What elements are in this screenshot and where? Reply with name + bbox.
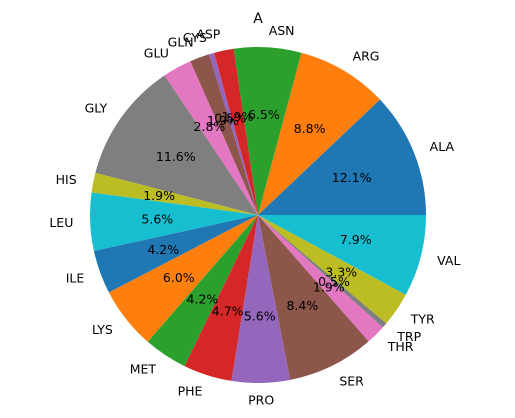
pie-labels: ALA 12.1% ARG 8.8% ASN 6.5% ASP 1.9% CYS 0.5% GLN 1… [49,23,460,407]
chart-title: A [253,11,263,27]
slice-label-arg: ARG [353,49,380,64]
pie-slice-his [91,172,258,215]
slice-percent-tyr: 3.3% [325,264,357,279]
slice-percent-gly: 11.6% [156,149,196,164]
pie-slice-glu [164,61,258,216]
pie-slice-ala [258,99,426,215]
pie-slice-ile [93,215,258,293]
slice-percent-arg: 8.8% [294,121,326,136]
pie-slice-thr [258,215,383,342]
pie-slice-asp [214,48,258,216]
pie-slice-arg [258,52,381,215]
slice-percent-lys: 6.0% [163,270,195,285]
slice-label-thr: THR [387,339,414,354]
slice-label-gly: GLY [85,101,108,116]
slice-label-phe: PHE [178,384,203,399]
slice-label-trp: TRP [396,329,421,344]
slice-percent-asn: 6.5% [248,107,280,122]
slice-percent-phe: 4.7% [212,304,244,319]
pie-slice-leu [90,192,258,252]
pie-slice-lys [108,215,258,342]
pie-slice-cys [208,52,258,215]
slice-label-ser: SER [339,373,364,388]
slice-label-met: MET [130,362,157,377]
pie-slice-gln [190,54,258,215]
slice-label-lys: LYS [92,322,113,337]
slice-label-leu: LEU [49,215,73,230]
pie-slice-val [258,215,426,295]
pie-slice-met [147,215,258,367]
pie-slice-tyr [258,215,406,324]
pie-slice-asn [233,47,302,215]
slice-label-cys: CYS [183,30,207,45]
slice-percent-gln: 1.9% [207,113,239,128]
slice-percent-leu: 5.6% [141,212,173,227]
slice-percent-trp: 0.5% [318,274,350,289]
slice-percent-cys: 0.5% [214,111,246,126]
pie-slice-pro [231,215,291,384]
slice-percent-ser: 8.4% [286,298,318,313]
slice-percent-asp: 1.9% [222,109,254,124]
pie-slice-ser [258,215,369,380]
slice-label-pro: PRO [248,392,274,407]
pie-slices [90,47,426,384]
pie-slice-trp [258,215,387,328]
slice-label-gln: GLN [168,34,194,49]
slice-percent-his: 1.9% [143,188,175,203]
slice-percent-glu: 2.8% [194,119,226,134]
pie-slice-gly [95,75,258,216]
slice-label-glu: GLU [144,46,169,61]
slice-percent-thr: 1.9% [313,279,345,294]
pie-slice-phe [184,215,258,381]
slice-label-tyr: TYR [410,312,435,327]
slice-percent-met: 4.2% [187,292,219,307]
slice-percent-pro: 5.6% [244,308,276,323]
slice-label-asn: ASN [269,23,295,38]
slice-percent-ile: 4.2% [147,242,179,257]
slice-label-ala: ALA [430,139,455,154]
slice-percent-ala: 12.1% [332,170,372,185]
slice-label-ile: ILE [66,270,85,285]
slice-label-his: HIS [56,172,77,187]
slice-label-asp: ASP [196,27,220,42]
slice-percent-val: 7.9% [340,232,372,247]
slice-label-val: VAL [437,253,460,268]
